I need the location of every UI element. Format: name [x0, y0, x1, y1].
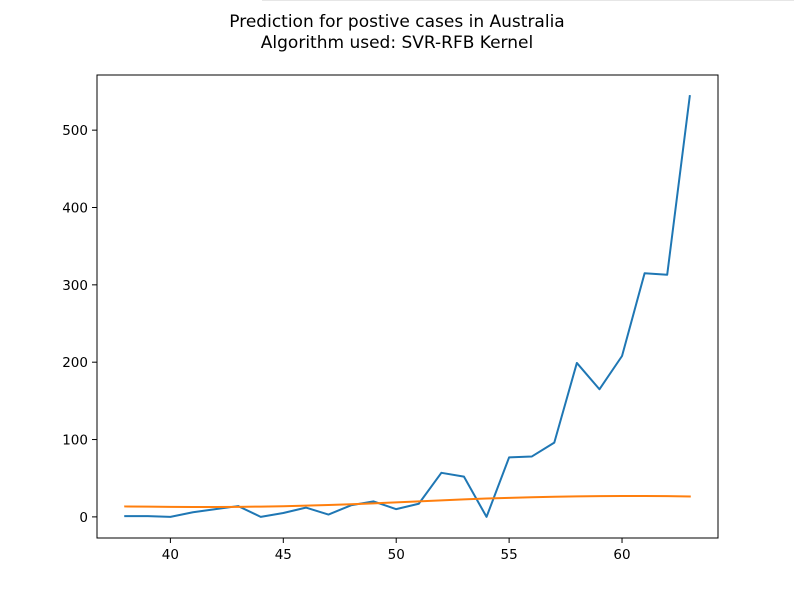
x-tick-label: 50	[388, 547, 405, 563]
x-tick-label: 55	[501, 547, 518, 563]
series-line-1	[124, 95, 691, 518]
x-tick-label: 45	[275, 547, 292, 563]
y-tick-label: 500	[62, 123, 88, 139]
plot-frame	[96, 74, 719, 539]
series-layer	[124, 95, 691, 518]
y-tick-label: 400	[62, 200, 88, 216]
series-line-2	[124, 495, 691, 508]
x-tick-label: 60	[613, 547, 630, 563]
y-tick-label: 300	[62, 278, 88, 294]
x-tick-label: 40	[162, 547, 179, 563]
y-tick-label: 100	[62, 433, 88, 449]
chart-subtitle: Algorithm used: SVR-RFB Kernel	[260, 33, 534, 53]
chart-title: Prediction for postive cases in Australi…	[229, 12, 565, 32]
y-tick-label: 0	[79, 510, 88, 526]
y-tick-label: 200	[62, 355, 88, 371]
top-border-line	[262, 0, 794, 1]
y-axis-ticks: 0 100 200 300 400 500	[62, 123, 97, 526]
x-axis-ticks: 40 45 50 55 60	[162, 538, 631, 563]
